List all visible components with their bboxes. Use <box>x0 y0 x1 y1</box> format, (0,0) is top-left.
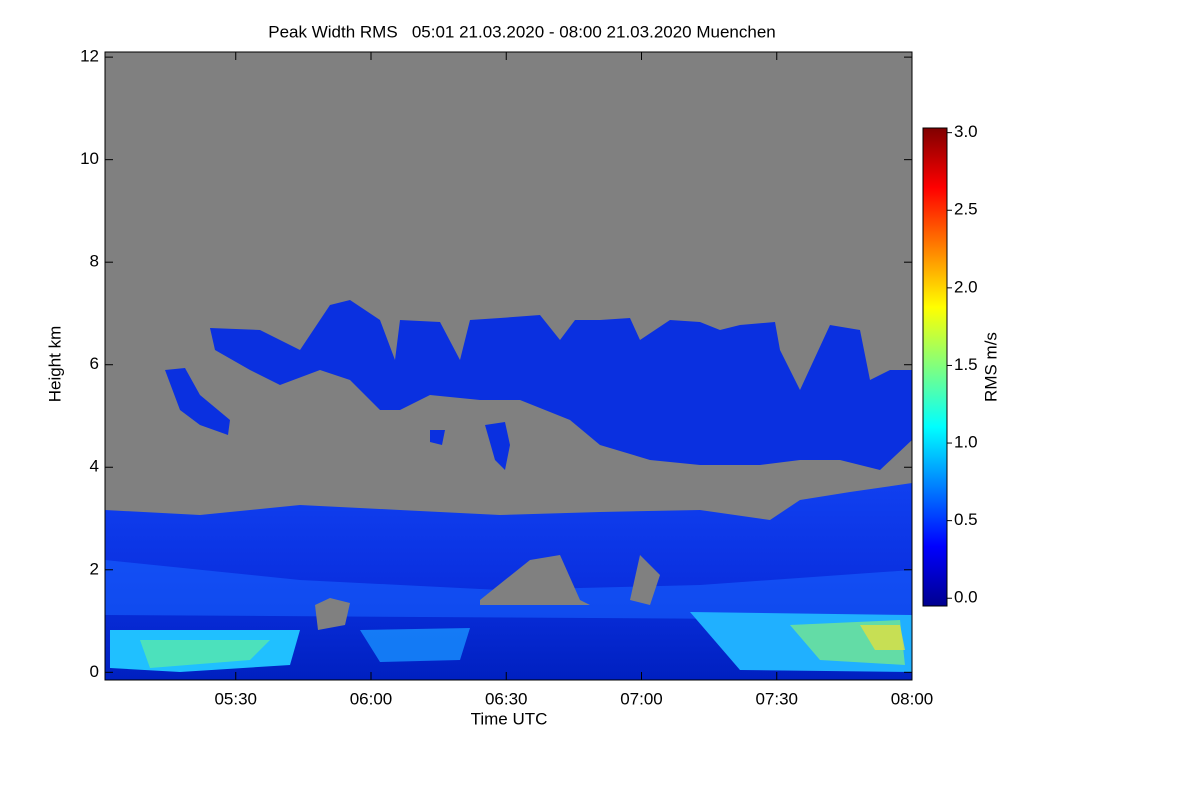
colorbar-tick-label: 3.0 <box>954 122 978 141</box>
x-tick-label: 06:00 <box>350 689 393 708</box>
x-tick-label: 08:00 <box>891 689 934 708</box>
x-tick-label: 07:00 <box>620 689 663 708</box>
colorbar-tick-label: 0.0 <box>954 588 978 607</box>
x-tick-label: 06:30 <box>485 689 528 708</box>
chart-title: Peak Width RMS 05:01 21.03.2020 - 08:00 … <box>268 22 776 41</box>
y-tick-label: 4 <box>90 457 99 476</box>
y-axis-label: Height km <box>45 326 64 403</box>
plot-frame <box>104 51 913 681</box>
y-tick-label: 10 <box>80 149 99 168</box>
y-tick-label: 12 <box>80 47 99 66</box>
colorbar <box>922 127 948 607</box>
colorbar-tick-label: 1.5 <box>954 355 978 374</box>
heatmap-image <box>105 300 912 680</box>
x-tick-label: 07:30 <box>755 689 798 708</box>
colorbar-tick-label: 0.5 <box>954 510 978 529</box>
y-tick-label: 2 <box>90 559 99 578</box>
y-tick-label: 8 <box>90 252 99 271</box>
y-tick-label: 0 <box>90 662 99 681</box>
x-tick-label: 05:30 <box>214 689 257 708</box>
colorbar-label: RMS m/s <box>981 332 1000 402</box>
colorbar-tick-label: 2.0 <box>954 277 978 296</box>
colorbar-tick-label: 1.0 <box>954 433 978 452</box>
x-axis-label: Time UTC <box>471 709 548 728</box>
y-tick-label: 6 <box>90 354 99 373</box>
colorbar-tick-label: 2.5 <box>954 200 978 219</box>
